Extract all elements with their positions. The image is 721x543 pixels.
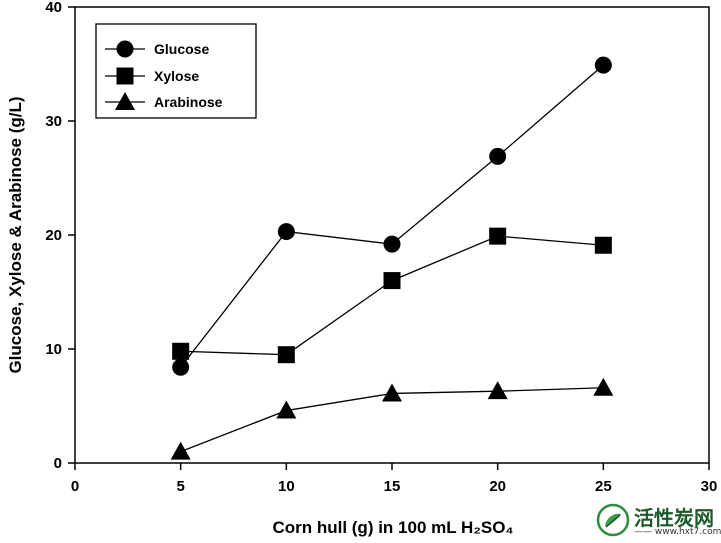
xylose-line bbox=[180, 235, 604, 356]
x-tick-label: 10 bbox=[278, 478, 295, 495]
x-tick-label: 30 bbox=[701, 478, 718, 495]
series-xylose bbox=[172, 227, 612, 364]
xylose-point bbox=[489, 227, 507, 245]
x-tick-label: 5 bbox=[176, 478, 184, 495]
legend-arabinose-marker bbox=[115, 92, 135, 110]
series-glucose bbox=[172, 56, 612, 376]
arabinose-point bbox=[170, 441, 191, 460]
x-tick-label: 20 bbox=[489, 478, 506, 495]
xylose-point bbox=[594, 236, 612, 254]
x-tick-label: 15 bbox=[384, 478, 401, 495]
legend-glucose-marker bbox=[116, 40, 134, 58]
glucose-point bbox=[594, 56, 612, 74]
xylose-point bbox=[277, 346, 295, 364]
watermark-logo-icon bbox=[596, 503, 630, 537]
y-tick-label: 30 bbox=[45, 113, 62, 130]
arabinose-point bbox=[593, 377, 614, 396]
y-tick-label: 40 bbox=[45, 0, 62, 16]
series-arabinose bbox=[170, 377, 614, 460]
watermark: 活性炭网 —— www.hxt7.com —— bbox=[594, 500, 721, 542]
glucose-point bbox=[277, 223, 295, 241]
xylose-point bbox=[383, 272, 401, 290]
xylose-point bbox=[172, 342, 190, 360]
watermark-url: —— www.hxt7.com —— bbox=[634, 527, 721, 537]
series-layer bbox=[170, 56, 614, 460]
y-axis-title: Glucose, Xylose & Arabinose (g/L) bbox=[6, 96, 25, 373]
arabinose-point bbox=[382, 383, 402, 402]
y-tick-label: 20 bbox=[45, 227, 62, 244]
legend-label-xylose: Xylose bbox=[154, 68, 199, 84]
legend: Glucose Xylose Arabinose bbox=[95, 23, 257, 119]
legend-label-glucose: Glucose bbox=[154, 41, 209, 57]
legend-xylose-marker bbox=[116, 67, 134, 85]
glucose-point bbox=[172, 358, 190, 376]
x-tick-label: 0 bbox=[71, 478, 79, 495]
arabinose-point bbox=[276, 400, 297, 419]
arabinose-point bbox=[487, 381, 508, 400]
x-axis-title: Corn hull (g) in 100 mL H₂SO₄ bbox=[272, 518, 513, 537]
glucose-point bbox=[489, 147, 507, 165]
watermark-brand: 活性炭网 bbox=[634, 506, 714, 530]
y-tick-label: 10 bbox=[45, 341, 62, 358]
legend-label-arabinose: Arabinose bbox=[154, 94, 223, 110]
y-tick-label: 0 bbox=[54, 455, 62, 472]
plot-axes: 0 5 10 15 20 25 30 0 10 20 30 40 bbox=[45, 0, 717, 495]
x-tick-label: 25 bbox=[595, 478, 612, 495]
glucose-point bbox=[383, 235, 401, 253]
